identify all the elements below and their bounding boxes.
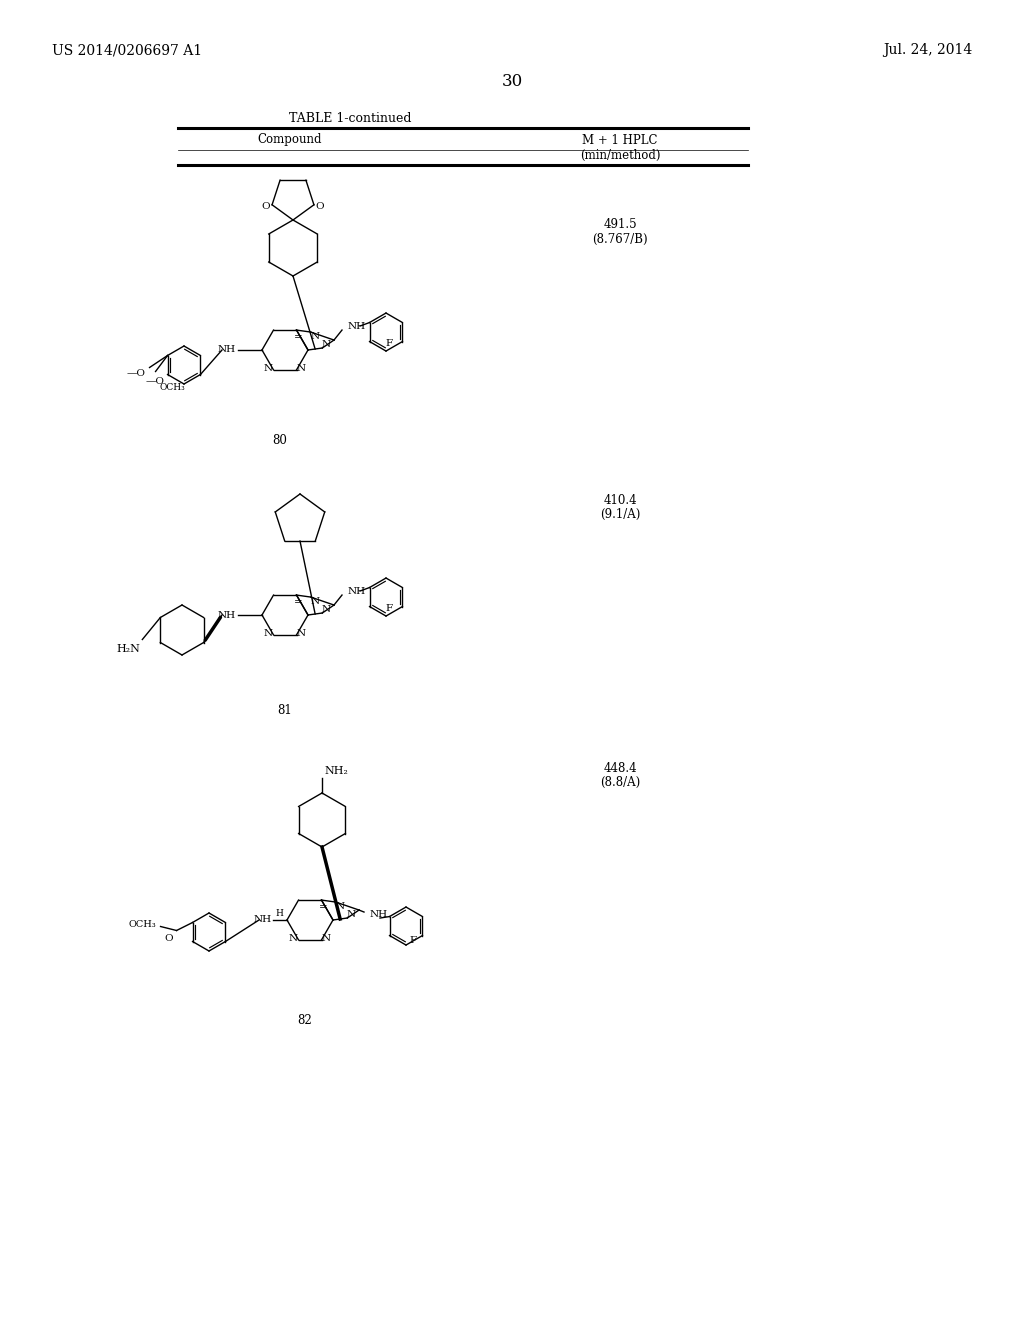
Text: M + 1 HPLC: M + 1 HPLC	[583, 133, 657, 147]
Text: NH: NH	[348, 586, 367, 595]
Text: (9.1/A): (9.1/A)	[600, 507, 640, 520]
Text: N: N	[322, 935, 331, 944]
Text: TABLE 1-continued: TABLE 1-continued	[289, 111, 412, 124]
Text: N: N	[289, 935, 298, 944]
Text: 410.4: 410.4	[603, 494, 637, 507]
Text: NH: NH	[348, 322, 367, 330]
Text: N: N	[264, 364, 273, 374]
Text: N: N	[322, 339, 331, 348]
Text: OCH₃: OCH₃	[160, 383, 185, 392]
Text: H₂N: H₂N	[117, 644, 140, 655]
Text: 491.5: 491.5	[603, 219, 637, 231]
Text: N: N	[264, 630, 273, 639]
Text: N: N	[347, 909, 356, 919]
Text: =: =	[294, 598, 303, 607]
Text: N: N	[322, 605, 331, 614]
Text: OCH₃: OCH₃	[129, 920, 157, 929]
Text: —O: —O	[146, 378, 165, 385]
Text: (8.767/B): (8.767/B)	[592, 232, 648, 246]
Text: N: N	[297, 630, 306, 639]
Text: NH: NH	[218, 610, 236, 619]
Text: —O: —O	[127, 370, 145, 378]
Text: O: O	[262, 202, 270, 211]
Text: F: F	[410, 936, 417, 945]
Text: =: =	[294, 334, 303, 343]
Text: N: N	[310, 331, 319, 341]
Text: F: F	[385, 338, 392, 347]
Text: 81: 81	[278, 704, 293, 717]
Text: (min/method): (min/method)	[580, 149, 660, 161]
Text: F: F	[385, 603, 392, 612]
Text: 80: 80	[272, 433, 288, 446]
Text: N: N	[335, 902, 344, 911]
Text: O: O	[315, 202, 325, 211]
Text: US 2014/0206697 A1: US 2014/0206697 A1	[52, 44, 202, 57]
Text: =: =	[319, 904, 328, 912]
Text: H: H	[275, 908, 283, 917]
Text: Jul. 24, 2014: Jul. 24, 2014	[883, 44, 972, 57]
Text: O: O	[164, 935, 173, 942]
Text: 30: 30	[502, 74, 522, 91]
Text: NH: NH	[218, 346, 236, 355]
Text: (8.8/A): (8.8/A)	[600, 776, 640, 788]
Text: 82: 82	[298, 1014, 312, 1027]
Text: NH: NH	[370, 909, 388, 919]
Text: NH: NH	[254, 916, 272, 924]
Text: N: N	[310, 597, 319, 606]
Text: N: N	[297, 364, 306, 374]
Text: 448.4: 448.4	[603, 762, 637, 775]
Text: Compound: Compound	[258, 133, 323, 147]
Text: NH₂: NH₂	[324, 766, 348, 776]
